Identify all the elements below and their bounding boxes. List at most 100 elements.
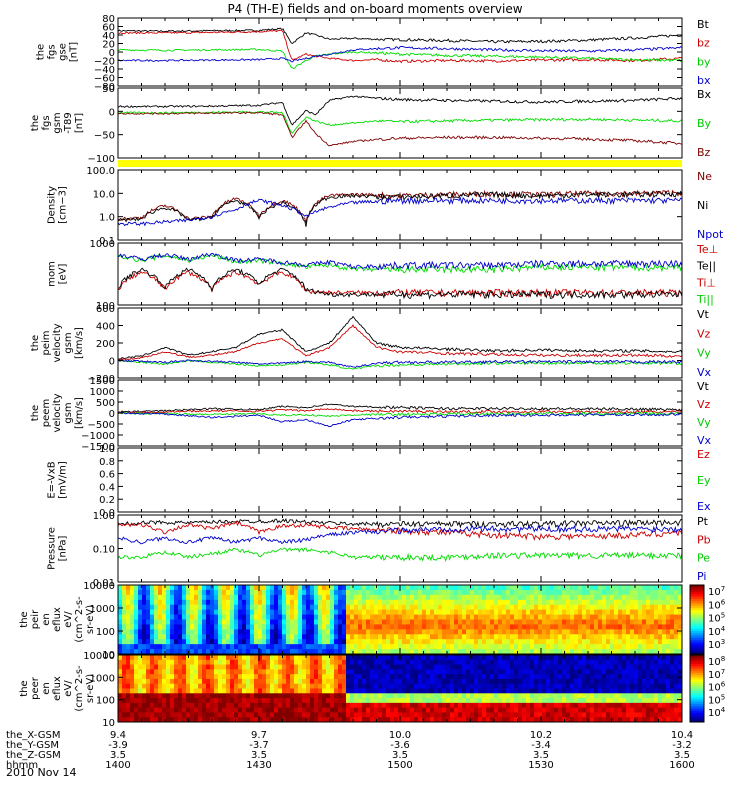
spectrogram-cell bbox=[610, 599, 615, 606]
spectrogram-cell bbox=[502, 698, 507, 704]
spectrogram-cell bbox=[122, 659, 127, 665]
spectrogram-cell bbox=[394, 698, 399, 704]
spectrogram-cell bbox=[142, 702, 147, 709]
spectrogram-cell bbox=[398, 707, 403, 713]
spectrogram-cell bbox=[646, 589, 651, 596]
spectrogram-cell bbox=[250, 585, 255, 591]
spectrogram-cell bbox=[386, 698, 391, 704]
spectrogram-cell bbox=[422, 664, 427, 670]
spectrogram-cell bbox=[614, 688, 619, 694]
spectrogram-cell bbox=[266, 614, 271, 620]
spectrogram-cell bbox=[250, 649, 255, 655]
spectrogram-cell bbox=[294, 659, 299, 665]
spectrogram-cell bbox=[458, 589, 463, 596]
spectrogram-cell bbox=[314, 698, 319, 704]
spectrogram-cell bbox=[590, 655, 595, 661]
spectrogram-cell bbox=[582, 619, 587, 625]
spectrogram-cell bbox=[390, 678, 395, 685]
spectrogram-cell bbox=[142, 644, 147, 650]
spectrogram-cell bbox=[338, 702, 343, 709]
legend-Vx: Vx bbox=[697, 434, 712, 447]
spectrogram-cell bbox=[574, 683, 579, 689]
y-axis-label: thepeemvelocitygsm[km/s] bbox=[30, 393, 85, 432]
spectrogram-cell bbox=[398, 604, 403, 611]
spectrogram-cell bbox=[590, 674, 595, 680]
spectrogram-cell bbox=[650, 712, 655, 718]
spectrogram-cell bbox=[678, 655, 683, 661]
spectrogram-cell bbox=[182, 707, 187, 713]
spectrogram-cell bbox=[258, 639, 263, 645]
spectrogram-cell bbox=[486, 614, 491, 620]
y-tick-label: 10 bbox=[102, 718, 115, 729]
spectrogram-cell bbox=[610, 693, 615, 699]
spectrogram-cell bbox=[218, 594, 223, 601]
spectrogram-cell bbox=[142, 585, 147, 591]
spectrogram-cell bbox=[266, 702, 271, 709]
spectrogram-cell bbox=[458, 693, 463, 699]
spectrogram-cell bbox=[230, 674, 235, 680]
spectrogram-cell bbox=[350, 717, 355, 723]
spectrogram-cell bbox=[386, 614, 391, 620]
spectrogram-cell bbox=[622, 688, 627, 694]
spectrogram-cell bbox=[638, 669, 643, 675]
spectrogram-cell bbox=[522, 712, 527, 718]
spectrogram-cell bbox=[554, 678, 559, 685]
spectrogram-cell bbox=[614, 634, 619, 640]
spectrogram-cell bbox=[170, 619, 175, 625]
spectrogram-cell bbox=[614, 629, 619, 635]
spectrogram-cell bbox=[174, 624, 179, 630]
legend-Vy: Vy bbox=[697, 347, 711, 360]
spectrogram-cell bbox=[270, 693, 275, 699]
spectrogram-cell bbox=[658, 664, 663, 670]
spectrogram-cell bbox=[322, 659, 327, 665]
spectrogram-cell bbox=[174, 585, 179, 591]
spectrogram-cell bbox=[394, 619, 399, 625]
spectrogram-cell bbox=[534, 655, 539, 661]
spectrogram-cell bbox=[130, 614, 135, 620]
spectrogram-cell bbox=[390, 688, 395, 694]
spectrogram-cell bbox=[182, 644, 187, 650]
spectrogram-cell bbox=[206, 655, 211, 661]
spectrogram-cell bbox=[534, 693, 539, 699]
spectrogram-cell bbox=[290, 639, 295, 645]
spectrogram-cell bbox=[286, 674, 291, 680]
spectrogram-cell bbox=[598, 702, 603, 709]
spectrogram-cell bbox=[302, 585, 307, 591]
spectrogram-cell bbox=[334, 644, 339, 650]
spectrogram-cell bbox=[118, 712, 123, 718]
spectrogram-cell bbox=[166, 707, 171, 713]
spectrogram-cell bbox=[426, 585, 431, 591]
spectrogram-cell bbox=[666, 683, 671, 689]
spectrogram-cell bbox=[334, 619, 339, 625]
spectrogram-cell bbox=[358, 644, 363, 650]
spectrogram-cell bbox=[162, 599, 167, 606]
spectrogram-cell bbox=[274, 629, 279, 635]
spectrogram-cell bbox=[466, 702, 471, 709]
spectrogram-cell bbox=[646, 693, 651, 699]
spectrogram-cell bbox=[382, 712, 387, 718]
spectrogram-cell bbox=[230, 664, 235, 670]
spectrogram-cell bbox=[182, 604, 187, 611]
spectrogram-cell bbox=[282, 698, 287, 704]
spectrogram-cell bbox=[658, 688, 663, 694]
spectrogram-cell bbox=[566, 585, 571, 591]
spectrogram-cell bbox=[130, 678, 135, 685]
spectrogram-cell bbox=[178, 655, 183, 661]
spectrogram-cell bbox=[606, 624, 611, 630]
spectrogram-cell bbox=[142, 674, 147, 680]
spectrogram-cell bbox=[326, 609, 331, 615]
spectrogram-cell bbox=[614, 639, 619, 645]
spectrogram-cell bbox=[234, 649, 239, 655]
spectrogram-cell bbox=[142, 678, 147, 685]
spectrogram-cell bbox=[250, 669, 255, 675]
spectrogram-cell bbox=[290, 619, 295, 625]
spectrogram-cell bbox=[330, 624, 335, 630]
spectrogram-cell bbox=[658, 589, 663, 596]
spectrogram-cell bbox=[222, 707, 227, 713]
spectrogram-cell bbox=[554, 659, 559, 665]
spectrogram-cell bbox=[570, 678, 575, 685]
spectrogram-cell bbox=[246, 717, 251, 723]
spectrogram-cell bbox=[122, 589, 127, 596]
spectrogram-cell bbox=[246, 624, 251, 630]
spectrogram-cell bbox=[366, 664, 371, 670]
